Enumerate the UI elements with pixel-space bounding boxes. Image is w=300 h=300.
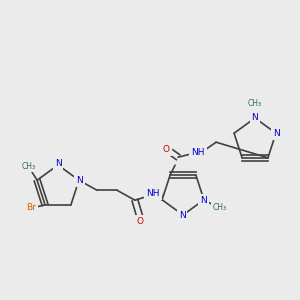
Text: Br: Br [26, 203, 36, 212]
Text: N: N [76, 176, 83, 185]
Text: NH: NH [191, 148, 205, 157]
Text: NH: NH [146, 189, 160, 198]
Text: N: N [274, 129, 280, 138]
Text: N: N [200, 196, 207, 205]
Text: CH₃: CH₃ [248, 100, 262, 109]
Text: O: O [163, 145, 170, 154]
Text: O: O [136, 217, 143, 226]
Text: N: N [252, 112, 258, 122]
Text: N: N [178, 211, 185, 220]
Text: CH₃: CH₃ [213, 203, 227, 212]
Text: CH₃: CH₃ [22, 162, 36, 171]
Text: N: N [55, 160, 62, 169]
